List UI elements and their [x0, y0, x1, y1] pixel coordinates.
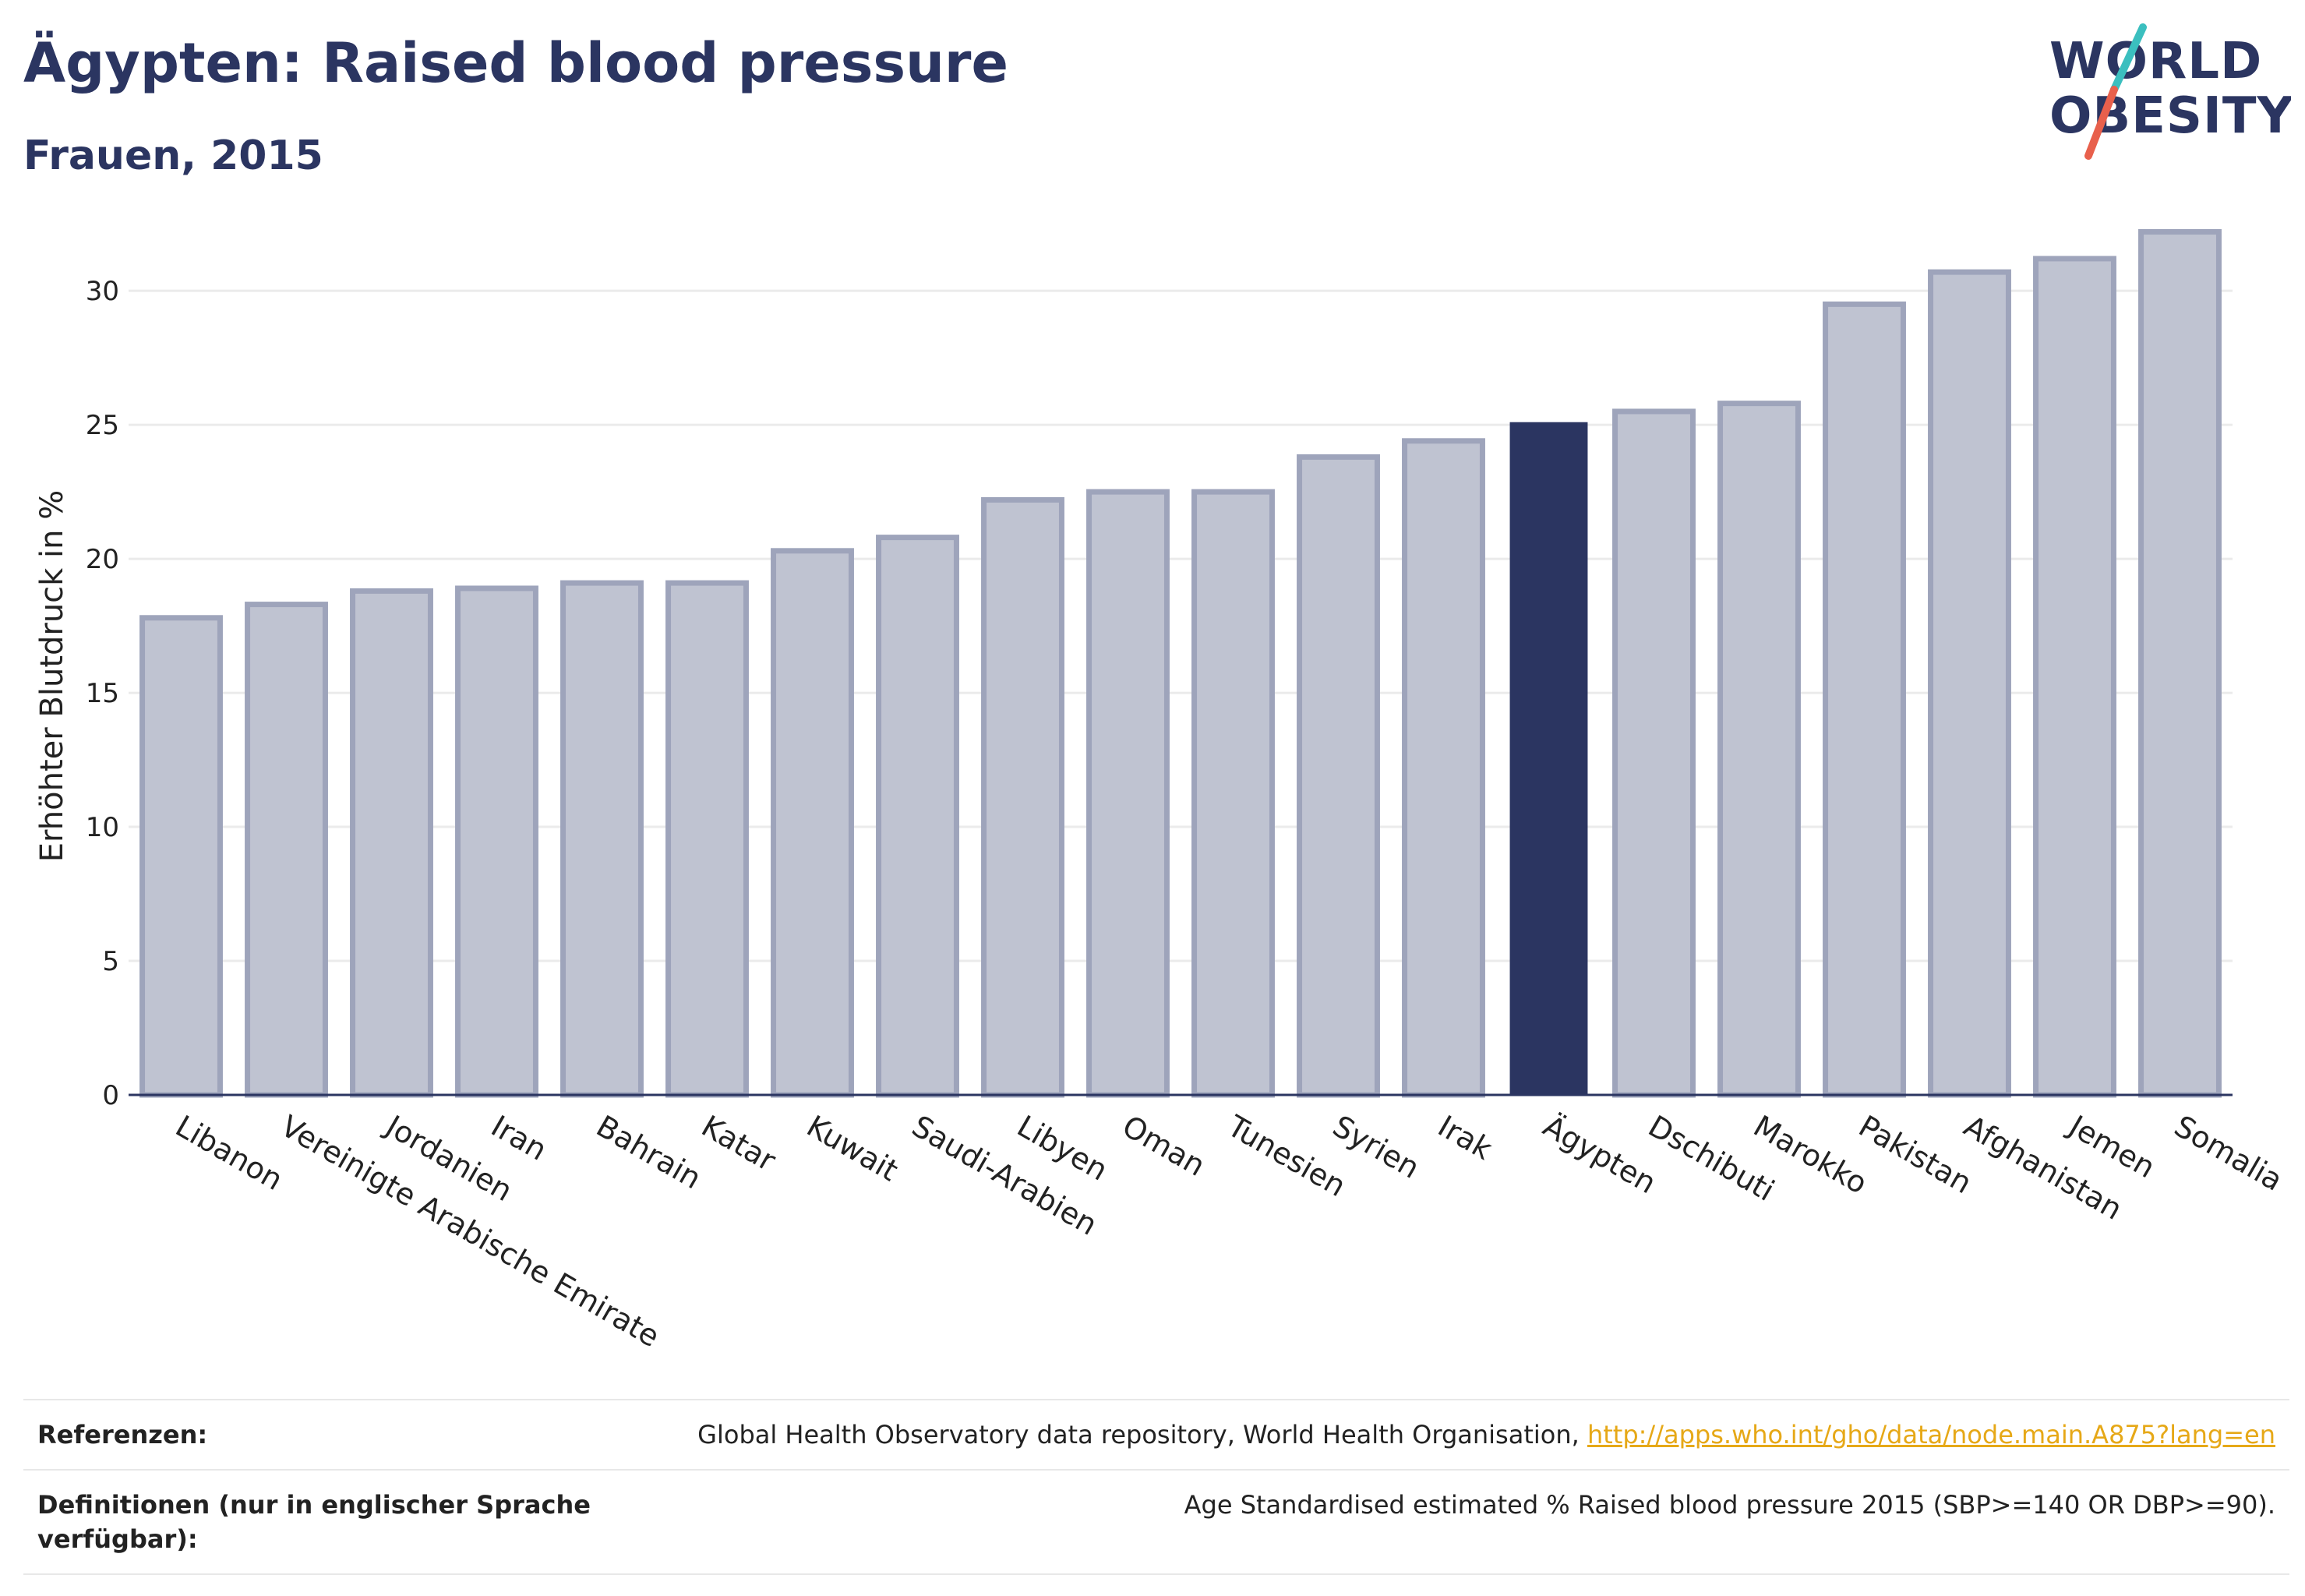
bar: [981, 496, 1064, 1098]
y-tick-label: 15: [86, 678, 119, 709]
references-table: Referenzen: Global Health Observatory da…: [23, 1399, 2289, 1575]
logo-line1: WORLD: [2049, 33, 2262, 90]
definitions-row: Definitionen (nur in englischer Sprache …: [23, 1469, 2289, 1575]
bar: [350, 588, 433, 1098]
bar: [2138, 229, 2222, 1098]
bar: [665, 580, 749, 1098]
bar: [245, 602, 328, 1098]
references-value: Global Health Observatory data repositor…: [697, 1418, 2275, 1452]
x-tick-label: Katar: [696, 1109, 782, 1178]
bar: [1717, 401, 1801, 1098]
y-tick-label: 25: [86, 410, 119, 441]
x-tick-label: Bahrain: [591, 1109, 707, 1196]
logo-line2: OBESITY: [2049, 87, 2291, 145]
y-tick-label: 5: [102, 946, 119, 977]
x-tick-label: Pakistan: [1853, 1109, 1978, 1201]
world-obesity-logo: WORLD OBESITY: [2034, 23, 2293, 164]
y-tick-label: 20: [86, 544, 119, 575]
x-tick-label: Ägypten: [1537, 1109, 1662, 1201]
references-link[interactable]: http://apps.who.int/gho/data/node.main.A…: [1587, 1420, 2275, 1449]
bar: [1191, 489, 1275, 1098]
x-tick-label: Kuwait: [801, 1109, 904, 1188]
references-text: Global Health Observatory data repositor…: [697, 1420, 1587, 1449]
y-axis-label: Erhöhter Blutdruck in %: [34, 490, 70, 862]
bar: [1086, 489, 1170, 1098]
y-tick-label: 0: [102, 1080, 119, 1111]
bar-highlighted: [1509, 422, 1588, 1095]
bar: [560, 580, 644, 1098]
references-row: Referenzen: Global Health Observatory da…: [23, 1399, 2289, 1469]
bar: [1612, 408, 1696, 1098]
chart-subtitle: Frauen, 2015: [23, 132, 323, 179]
bar: [455, 585, 538, 1098]
bar: [1297, 454, 1380, 1098]
definitions-label: Definitionen (nur in englischer Sprache …: [37, 1490, 591, 1554]
x-tick-label: Irak: [1432, 1109, 1498, 1167]
x-tick-label: Oman: [1117, 1109, 1211, 1183]
x-tick-label: Libanon: [170, 1109, 288, 1197]
bar: [139, 615, 223, 1098]
references-label: Referenzen:: [37, 1420, 208, 1449]
y-tick-label: 10: [86, 812, 119, 843]
bar: [771, 548, 854, 1098]
x-tick-label: Tunesien: [1221, 1108, 1351, 1203]
y-tick-label: 30: [86, 276, 119, 307]
definitions-value: Age Standardised estimated % Raised bloo…: [1184, 1490, 2275, 1520]
x-tick-label: Iran: [485, 1109, 552, 1167]
bar: [876, 535, 959, 1098]
bar: [1928, 269, 2011, 1098]
chart-title: Ägypten: Raised blood pressure: [23, 31, 1008, 95]
x-tick-label: Somalia: [2169, 1109, 2289, 1198]
x-tick-label: Saudi-Arabien: [906, 1109, 1103, 1242]
bar: [1823, 301, 1906, 1098]
bar: [2033, 256, 2116, 1098]
bar: [1402, 438, 1485, 1098]
